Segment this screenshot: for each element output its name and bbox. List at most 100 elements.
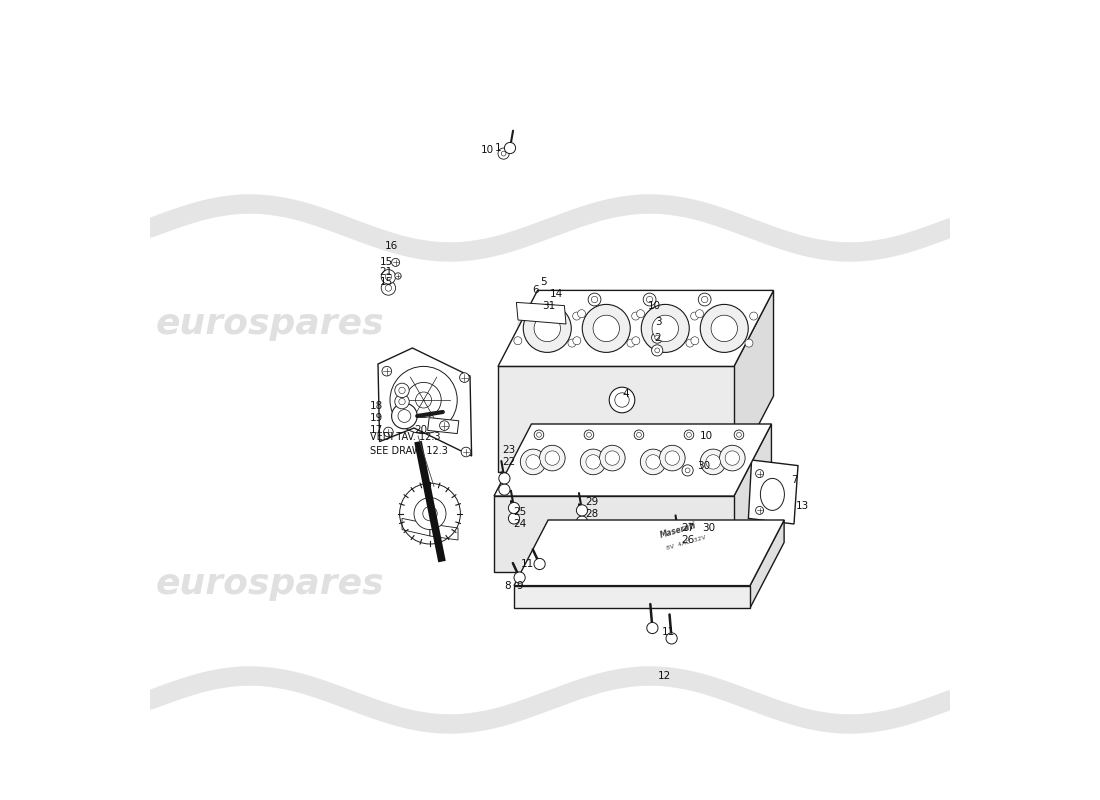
Circle shape (508, 513, 519, 524)
Circle shape (691, 312, 698, 320)
Circle shape (651, 345, 663, 356)
Circle shape (647, 622, 658, 634)
Circle shape (534, 558, 546, 570)
Text: 10: 10 (648, 301, 661, 310)
Circle shape (701, 449, 726, 474)
Text: 6: 6 (532, 285, 539, 294)
Circle shape (605, 451, 619, 466)
Text: 3: 3 (654, 317, 661, 326)
Text: 12: 12 (658, 671, 671, 681)
Circle shape (698, 293, 711, 306)
Circle shape (750, 312, 758, 320)
Circle shape (691, 337, 698, 345)
Circle shape (508, 502, 519, 514)
Circle shape (660, 446, 685, 471)
Circle shape (706, 454, 721, 469)
Circle shape (711, 315, 737, 342)
Circle shape (692, 446, 696, 450)
Circle shape (631, 312, 640, 320)
Text: 29: 29 (585, 498, 598, 507)
Circle shape (586, 454, 601, 469)
Text: VEDI TAV. 12.3
SEE DRAW. 12.3: VEDI TAV. 12.3 SEE DRAW. 12.3 (370, 432, 448, 456)
Polygon shape (734, 290, 773, 472)
Circle shape (666, 633, 678, 644)
Circle shape (725, 451, 739, 466)
Text: 10: 10 (700, 431, 713, 441)
Circle shape (385, 274, 392, 280)
Text: Maserati: Maserati (659, 521, 697, 540)
Circle shape (637, 310, 645, 318)
Polygon shape (378, 348, 472, 456)
Polygon shape (402, 518, 430, 536)
Circle shape (734, 430, 744, 440)
Text: 11: 11 (662, 627, 675, 637)
Polygon shape (748, 460, 797, 524)
Text: 18: 18 (370, 402, 383, 411)
Polygon shape (498, 366, 734, 472)
Circle shape (615, 393, 629, 407)
Circle shape (514, 572, 525, 583)
Circle shape (546, 451, 560, 466)
Circle shape (686, 339, 694, 347)
Circle shape (502, 151, 506, 156)
Circle shape (573, 312, 581, 320)
Circle shape (592, 296, 597, 302)
Circle shape (416, 392, 431, 408)
Circle shape (641, 304, 690, 352)
Circle shape (635, 430, 643, 440)
Circle shape (695, 310, 704, 318)
Circle shape (399, 398, 405, 405)
Circle shape (384, 427, 393, 437)
Polygon shape (430, 524, 458, 540)
Circle shape (627, 339, 635, 347)
Circle shape (414, 498, 446, 530)
Text: 8V  4AC  32V: 8V 4AC 32V (666, 535, 706, 551)
Circle shape (689, 442, 700, 454)
Text: 27: 27 (681, 523, 694, 533)
Text: 1: 1 (495, 143, 502, 153)
Circle shape (593, 315, 619, 342)
Polygon shape (494, 496, 734, 572)
Circle shape (385, 285, 392, 291)
Circle shape (395, 273, 402, 279)
Text: 23: 23 (502, 445, 515, 454)
Text: 8: 8 (504, 581, 510, 590)
Circle shape (684, 430, 694, 440)
Text: 2: 2 (654, 333, 661, 342)
Polygon shape (514, 586, 750, 608)
Circle shape (535, 315, 561, 342)
Text: 30: 30 (697, 461, 711, 470)
Circle shape (568, 339, 576, 347)
Circle shape (392, 403, 417, 429)
Circle shape (460, 373, 470, 382)
Text: 20: 20 (414, 426, 427, 435)
Circle shape (644, 293, 656, 306)
Text: 26: 26 (681, 535, 694, 545)
Text: 10: 10 (481, 146, 494, 155)
Circle shape (398, 410, 410, 422)
Circle shape (537, 432, 541, 437)
Circle shape (719, 446, 745, 471)
Circle shape (581, 449, 606, 474)
Circle shape (392, 258, 399, 266)
Circle shape (498, 473, 510, 484)
Text: eurospares: eurospares (156, 567, 384, 601)
Circle shape (505, 142, 516, 154)
Circle shape (654, 335, 660, 340)
Text: 14: 14 (550, 290, 563, 299)
Circle shape (539, 446, 565, 471)
Polygon shape (514, 520, 784, 586)
Polygon shape (750, 520, 784, 608)
Circle shape (588, 293, 601, 306)
Polygon shape (516, 302, 566, 324)
Text: eurospares: eurospares (516, 307, 745, 341)
Polygon shape (498, 290, 773, 366)
Circle shape (576, 505, 587, 516)
Text: 30: 30 (702, 523, 715, 533)
Text: 5: 5 (540, 277, 547, 286)
Circle shape (395, 394, 409, 409)
Text: eurospares: eurospares (516, 567, 745, 601)
Circle shape (498, 484, 510, 495)
Circle shape (654, 348, 660, 353)
Polygon shape (494, 424, 771, 496)
